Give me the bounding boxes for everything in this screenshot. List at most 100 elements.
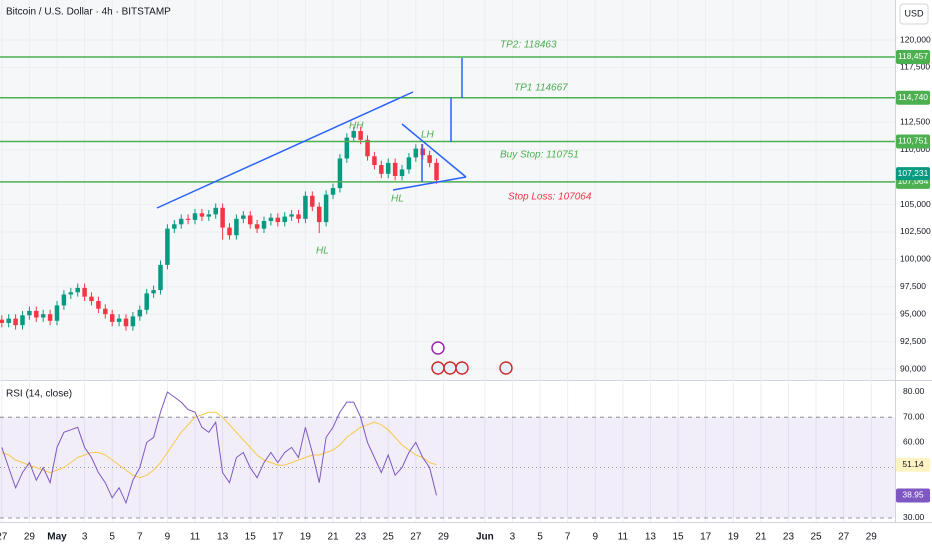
annotation: Stop Loss: 107064	[508, 192, 592, 203]
chart-title: Bitcoin / U.S. Dollar · 4h · BITSTAMP	[6, 7, 171, 18]
x-tick-label: 27	[410, 532, 422, 543]
x-tick-label: 9	[592, 532, 598, 543]
candle-body	[116, 318, 122, 322]
rsi-pane	[0, 381, 895, 522]
x-tick-label: May	[47, 532, 67, 543]
candle-body	[282, 216, 287, 223]
price-tag	[896, 134, 930, 149]
y-tick-label: 90,000	[900, 363, 926, 373]
candle-body	[151, 290, 156, 294]
currency-button[interactable]	[899, 3, 929, 25]
x-tick-label: 17	[272, 532, 284, 543]
event-icon[interactable]	[443, 361, 457, 375]
x-tick-label: 29	[24, 532, 36, 543]
candle-body	[61, 294, 67, 306]
candle-body	[199, 213, 205, 217]
candle-body	[399, 169, 405, 177]
candle-body	[109, 314, 115, 322]
x-tick-label: 23	[355, 532, 367, 543]
candle-body	[137, 309, 143, 317]
y-tick-label: 97,500	[900, 281, 926, 291]
candle-body	[227, 227, 232, 236]
candle-body	[68, 292, 74, 295]
event-icon[interactable]	[455, 361, 469, 375]
candle-body	[254, 224, 260, 229]
candle-body	[40, 314, 46, 318]
candle-body	[0, 319, 5, 323]
y-tick-label: 110,000	[900, 144, 930, 154]
grid	[0, 0, 895, 522]
rsi-title: RSI (14, close)	[6, 389, 72, 400]
x-tick-label: 29	[438, 532, 450, 543]
x-tick-label: 5	[537, 532, 543, 543]
candle-body	[247, 215, 253, 225]
trend-line	[156, 91, 414, 209]
candle-body	[379, 165, 384, 174]
candle-body	[6, 318, 11, 323]
x-tick-label: 19	[728, 532, 740, 543]
event-icons	[431, 341, 513, 375]
y-tick-label: 92,500	[900, 336, 926, 346]
x-tick-label: 25	[383, 532, 395, 543]
annotation: Buy Stop: 110751	[500, 150, 579, 161]
price-tag-label: 110,751	[898, 136, 928, 146]
x-tick-label: 7	[565, 532, 571, 543]
price-tag	[896, 49, 930, 64]
candle-body	[358, 131, 363, 140]
candle-body	[27, 310, 32, 316]
x-tick-label: 15	[672, 532, 684, 543]
x-tick-label: Jun	[476, 532, 494, 543]
candle-body	[172, 224, 177, 229]
candle-body	[13, 318, 18, 326]
price-pane	[0, 0, 895, 380]
annotation: HL	[316, 246, 329, 257]
candle-body	[144, 293, 149, 310]
rsi-line	[1, 411, 437, 479]
event-icon[interactable]	[431, 361, 445, 375]
candle-body	[75, 287, 80, 293]
candle-body	[34, 310, 39, 318]
candle-body	[330, 188, 336, 195]
candle-body	[165, 228, 170, 265]
candle-body	[130, 316, 136, 327]
event-icon[interactable]	[499, 361, 513, 375]
y-tick-label: 105,000	[900, 199, 931, 209]
y-tick-label: 100,000	[900, 254, 931, 264]
x-tick-label: 15	[245, 532, 257, 543]
candle-body	[234, 218, 239, 236]
x-tick-label: 25	[810, 532, 822, 543]
x-tick-label: 23	[783, 532, 795, 543]
y-tick-label: 70.00	[903, 411, 925, 421]
rsi-line	[1, 391, 437, 505]
y-tick-label: 60.00	[903, 437, 925, 447]
y-tick-label: 80.00	[903, 386, 925, 396]
candle-body	[220, 207, 225, 228]
candle-body	[316, 206, 322, 223]
price-tag-label: 114,740	[898, 92, 928, 102]
candle-body	[82, 287, 87, 297]
annotation: HH	[349, 121, 364, 132]
candle-body	[20, 315, 25, 326]
y-tick-label: 95,000	[900, 308, 926, 318]
candle-body	[241, 215, 246, 219]
y-tick-label: 30.00	[903, 512, 925, 522]
event-icon[interactable]	[431, 341, 445, 355]
candle-body	[206, 214, 212, 217]
triangle-line	[392, 176, 467, 191]
candle-body	[434, 162, 439, 181]
candle-body	[96, 301, 101, 309]
candle-body	[54, 305, 60, 321]
last-price-tag	[896, 167, 930, 181]
candle-body	[192, 213, 198, 220]
triangle-line	[401, 123, 467, 178]
candle-body	[303, 195, 308, 219]
candle-body	[351, 131, 356, 138]
last-price-label: 107,231	[898, 168, 929, 178]
x-tick-label: 13	[217, 532, 229, 543]
candle-body	[289, 214, 294, 217]
price-tag-label: 118,457	[898, 51, 928, 61]
candle-body	[392, 162, 398, 177]
candle-body	[158, 264, 163, 291]
candle-body	[323, 194, 329, 223]
